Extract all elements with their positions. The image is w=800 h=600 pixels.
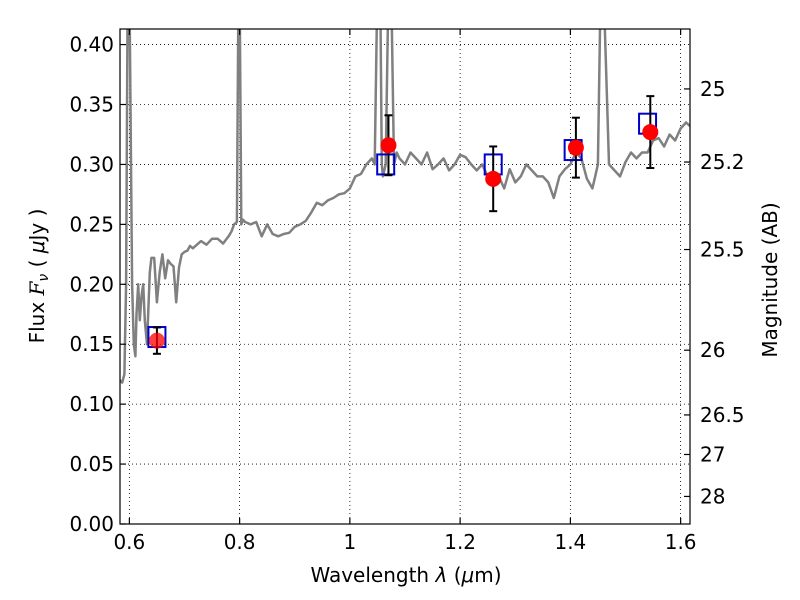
y-axis-label: Flux Fν ( μJy ) [25, 209, 52, 344]
x-tick-label: 1.4 [554, 530, 586, 554]
right-axis-label: Magnitude (AB) [758, 202, 782, 357]
right-tick-label: 25.2 [700, 150, 745, 174]
spectrum-line [120, 29, 690, 384]
y-tick-label: 0.35 [69, 93, 114, 117]
x-tick-label: 1.2 [444, 530, 476, 554]
marker-layer [147, 95, 659, 355]
x-axis-label: Wavelength λ (μm) [310, 563, 501, 587]
ticks: 0.6 0.8 1 1.2 1.4 1.6 0.00 0.05 0.10 0.15 0.20 0.25… [69, 29, 745, 554]
right-tick-label: 25.5 [700, 238, 745, 262]
y-tick-label: 0.05 [69, 452, 114, 476]
grid [120, 29, 690, 525]
observed-point [642, 124, 659, 141]
right-tick-label: 26.5 [700, 403, 745, 427]
observed-point [148, 332, 165, 349]
right-tick-label: 25 [700, 77, 725, 101]
y-tick-label: 0.15 [69, 332, 114, 356]
spectrum-layer [120, 29, 690, 384]
x-tick-label: 1 [344, 530, 357, 554]
x-tick-label: 1.6 [665, 530, 697, 554]
y-tick-label: 0.20 [69, 272, 114, 296]
y-tick-label: 0.00 [69, 512, 114, 536]
observed-point [485, 170, 502, 187]
x-tick-label: 0.6 [113, 530, 145, 554]
right-tick-label: 26 [700, 338, 725, 362]
y-tick-label: 0.10 [69, 392, 114, 416]
x-tick-label: 0.8 [224, 530, 256, 554]
y-tick-label: 0.40 [69, 33, 114, 57]
right-tick-label: 27 [700, 442, 725, 466]
plot-frame [119, 28, 691, 525]
y-tick-label: 0.25 [69, 212, 114, 236]
observed-point [380, 137, 397, 154]
y-tick-label: 0.30 [69, 152, 114, 176]
observed-point [567, 139, 584, 156]
right-tick-label: 28 [700, 484, 725, 508]
